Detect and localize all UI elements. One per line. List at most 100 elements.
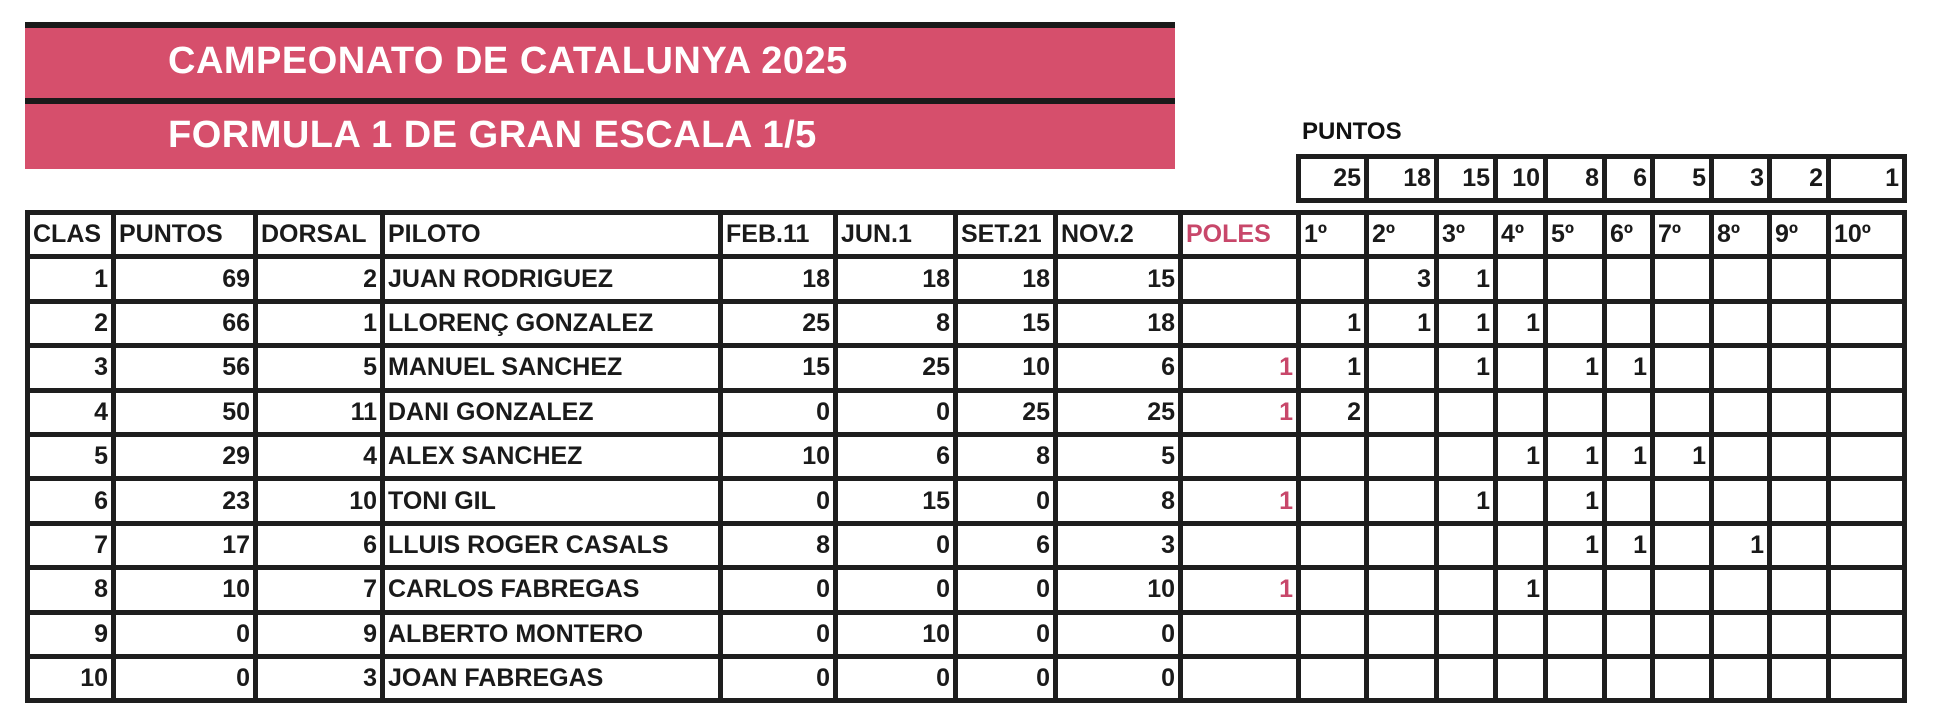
dorsal-cell: 5 — [253, 343, 385, 393]
finish-count-cell — [1434, 520, 1498, 571]
race-points-cell: 0 — [1053, 609, 1183, 659]
finish-count-cell — [1364, 431, 1439, 482]
finish-count-cell — [1826, 387, 1907, 437]
position-cell: 8 — [25, 565, 116, 615]
finish-count-cell — [1826, 343, 1907, 393]
finish-count-cell — [1364, 609, 1439, 659]
finish-count-cell — [1650, 476, 1714, 526]
race-points-cell: 10 — [1053, 565, 1183, 615]
finish-count-cell — [1826, 609, 1907, 659]
race-points-cell: 15 — [718, 343, 838, 393]
finish-count-cell — [1364, 476, 1439, 526]
column-header: POLES — [1178, 209, 1301, 260]
dorsal-cell: 7 — [253, 565, 385, 615]
finish-count-cell — [1493, 520, 1548, 571]
poles-cell — [1178, 653, 1301, 704]
finish-count-cell — [1826, 476, 1907, 526]
finish-count-cell — [1296, 653, 1369, 704]
table-row: 5 29 4 ALEX SANCHEZ 10 6 8 5 1 1 1 1 — [25, 431, 1907, 482]
poles-cell — [1178, 254, 1301, 304]
category-title: FORMULA 1 DE GRAN ESCALA 1/5 — [168, 114, 817, 156]
column-header: PILOTO — [380, 209, 723, 260]
race-points-cell: 0 — [953, 653, 1058, 704]
table-row: 4 50 11 DANI GONZALEZ 0 0 25 25 1 2 — [25, 387, 1907, 437]
finish-count-cell — [1650, 653, 1714, 704]
finish-count-cell — [1767, 520, 1831, 571]
race-points-cell: 0 — [833, 387, 958, 437]
points-value-1: 25 — [1296, 154, 1369, 203]
dorsal-cell: 1 — [253, 298, 385, 349]
finish-count-cell — [1602, 653, 1655, 704]
poles-cell: 1 — [1178, 387, 1301, 437]
finish-count-cell — [1543, 653, 1607, 704]
points-value-10: 1 — [1826, 154, 1907, 203]
header-row: CLAS PUNTOS DORSAL PILOTO FEB.11 JUN.1 SET.21 N… — [25, 209, 1907, 260]
finish-count-cell — [1543, 298, 1607, 349]
finish-count-cell — [1364, 520, 1439, 571]
dorsal-cell: 3 — [253, 653, 385, 704]
finish-count-cell — [1493, 254, 1548, 304]
driver-name-cell: LLUIS ROGER CASALS — [380, 520, 723, 571]
finish-count-cell: 1 — [1434, 343, 1498, 393]
finish-count-cell: 1 — [1650, 431, 1714, 482]
race-points-cell: 0 — [718, 653, 838, 704]
points-scale-row: 25 18 15 10 8 6 5 3 2 1 — [1296, 154, 1907, 203]
race-points-cell: 0 — [833, 565, 958, 615]
finish-count-cell — [1434, 431, 1498, 482]
banner-divider — [25, 98, 1175, 104]
race-points-cell: 0 — [833, 520, 958, 571]
driver-name-cell: ALBERTO MONTERO — [380, 609, 723, 659]
race-points-cell: 15 — [1053, 254, 1183, 304]
finish-count-cell: 1 — [1434, 298, 1498, 349]
column-header: 1º — [1296, 209, 1369, 260]
race-points-cell: 25 — [953, 387, 1058, 437]
finish-count-cell: 1 — [1296, 343, 1369, 393]
finish-count-cell — [1296, 476, 1369, 526]
race-points-cell: 8 — [833, 298, 958, 349]
driver-name-cell: LLORENÇ GONZALEZ — [380, 298, 723, 349]
race-points-cell: 25 — [718, 298, 838, 349]
finish-count-cell — [1650, 520, 1714, 571]
dorsal-cell: 2 — [253, 254, 385, 304]
dorsal-cell: 11 — [253, 387, 385, 437]
finish-count-cell — [1709, 565, 1772, 615]
position-cell: 6 — [25, 476, 116, 526]
finish-count-cell — [1709, 298, 1772, 349]
points-cell: 0 — [111, 609, 258, 659]
race-points-cell: 15 — [953, 298, 1058, 349]
points-cell: 56 — [111, 343, 258, 393]
points-cell: 69 — [111, 254, 258, 304]
dorsal-cell: 9 — [253, 609, 385, 659]
race-points-cell: 0 — [1053, 653, 1183, 704]
points-cell: 10 — [111, 565, 258, 615]
finish-count-cell — [1650, 609, 1714, 659]
poles-cell — [1178, 520, 1301, 571]
race-points-cell: 0 — [718, 609, 838, 659]
table-row: 8 10 7 CARLOS FABREGAS 0 0 0 10 1 1 — [25, 565, 1907, 615]
column-header: DORSAL — [253, 209, 385, 260]
finish-count-cell — [1650, 387, 1714, 437]
race-points-cell: 18 — [718, 254, 838, 304]
finish-count-cell — [1364, 653, 1439, 704]
race-points-cell: 25 — [833, 343, 958, 393]
race-points-cell: 6 — [953, 520, 1058, 571]
race-points-cell: 18 — [833, 254, 958, 304]
dorsal-cell: 10 — [253, 476, 385, 526]
race-points-cell: 8 — [1053, 476, 1183, 526]
column-header: 2º — [1364, 209, 1439, 260]
driver-name-cell: TONI GIL — [380, 476, 723, 526]
points-cell: 17 — [111, 520, 258, 571]
position-cell: 2 — [25, 298, 116, 349]
finish-count-cell: 2 — [1296, 387, 1369, 437]
column-header: 7º — [1650, 209, 1714, 260]
finish-count-cell — [1602, 298, 1655, 349]
finish-count-cell — [1602, 387, 1655, 437]
race-points-cell: 8 — [953, 431, 1058, 482]
position-cell: 1 — [25, 254, 116, 304]
race-points-cell: 10 — [833, 609, 958, 659]
finish-count-cell — [1767, 387, 1831, 437]
finish-count-cell: 1 — [1434, 476, 1498, 526]
table-row: 3 56 5 MANUEL SANCHEZ 15 25 10 6 1 1 1 1 1 — [25, 343, 1907, 393]
points-scale-table: 25 18 15 10 8 6 5 3 2 1 — [1296, 154, 1907, 203]
column-header: 10º — [1826, 209, 1907, 260]
